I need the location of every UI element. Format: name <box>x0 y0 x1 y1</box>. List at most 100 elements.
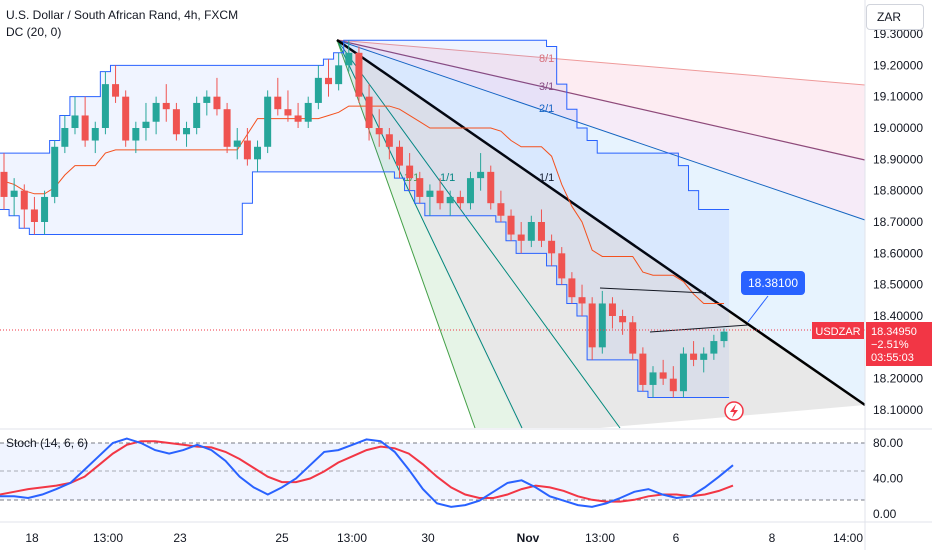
stoch-tick-label: 80.00 <box>873 436 903 450</box>
trendline-upper[interactable] <box>599 287 707 294</box>
candle <box>30 196 38 235</box>
last-price-value: 18.34950 <box>871 326 917 338</box>
indicator-label[interactable]: DC (20, 0) <box>6 25 62 39</box>
candle <box>690 341 698 367</box>
symbol-tag: USDZAR <box>812 322 864 339</box>
x-tick-label: 13:00 <box>585 531 615 545</box>
x-axis-ticks: 18 13:00 23 25 13:00 30 Nov 13:00 6 8 14:00 <box>25 531 863 545</box>
candle <box>152 96 160 135</box>
candle <box>406 153 414 191</box>
x-tick-label: 13:00 <box>337 531 367 545</box>
candle <box>375 109 383 147</box>
candle <box>416 171 424 204</box>
candle <box>679 347 687 398</box>
y-tick-label: 19.20000 <box>873 58 923 72</box>
y-tick-label: 19.30000 <box>873 27 923 41</box>
candle <box>548 234 556 266</box>
candle <box>294 102 302 128</box>
candle <box>41 190 49 235</box>
candle <box>112 65 120 103</box>
stoch-tick-label: 40.00 <box>873 472 903 486</box>
candle <box>558 247 566 285</box>
candle <box>91 121 99 154</box>
stoch-tick-label: 0.00 <box>873 507 897 521</box>
candle <box>710 334 718 360</box>
donchian-upper <box>0 39 730 210</box>
candle <box>314 65 322 110</box>
x-tick-label: 30 <box>421 531 435 545</box>
x-tick-label: 8 <box>769 531 776 545</box>
symbol-tag-text: USDZAR <box>815 326 860 338</box>
chart-title[interactable]: U.S. Dollar / South African Rand, 4h, FX… <box>6 8 239 22</box>
x-tick-label: 18 <box>25 531 39 545</box>
candle <box>477 153 485 191</box>
candle <box>51 140 59 204</box>
fan-lines <box>336 38 866 429</box>
candle <box>101 71 109 135</box>
y-tick-label: 18.20000 <box>873 372 923 386</box>
donchian-middle <box>3 105 724 304</box>
candle <box>568 272 576 304</box>
x-tick-label: 14:00 <box>833 531 863 545</box>
candle <box>335 52 343 91</box>
candle <box>395 140 403 179</box>
y-tick-label: 19.10000 <box>873 90 923 104</box>
y-axis-ticks: 19.30000 19.20000 19.10000 19.00000 18.90000… <box>873 27 923 417</box>
candle <box>233 128 241 160</box>
candle <box>172 102 180 141</box>
candle <box>325 59 333 97</box>
currency-button[interactable]: ZAR <box>866 4 924 30</box>
y-tick-label: 18.10000 <box>873 403 923 417</box>
y-tick-label: 18.80000 <box>873 184 923 198</box>
candle <box>456 190 464 210</box>
candle <box>527 215 535 248</box>
candle <box>355 46 363 103</box>
lightning-icon[interactable] <box>724 401 744 421</box>
candle <box>598 290 606 354</box>
candle <box>122 90 130 147</box>
candle <box>466 171 474 210</box>
candle <box>497 190 505 222</box>
candle <box>365 84 373 141</box>
candles <box>0 40 728 398</box>
stoch-title[interactable]: Stoch (14, 6, 6) <box>6 436 88 450</box>
fan-label: 1/1 <box>539 172 554 184</box>
candle <box>517 222 525 254</box>
y-tick-label: 18.90000 <box>873 152 923 166</box>
candle <box>81 96 89 147</box>
candle <box>588 297 596 360</box>
candle <box>629 316 637 360</box>
candle <box>639 347 647 392</box>
candle <box>0 153 8 210</box>
candle <box>264 90 272 154</box>
candle <box>71 96 79 135</box>
candle <box>578 284 586 316</box>
last-price-countdown: 03:55:03 <box>871 352 914 364</box>
candle <box>537 209 545 248</box>
candle <box>507 209 515 241</box>
fan-label: 8/1 <box>539 53 554 65</box>
y-tick-label: 18.50000 <box>873 278 923 292</box>
candle <box>254 140 262 172</box>
callout-text: 18.38100 <box>748 276 798 290</box>
fan-labels: 8/13/12/11/11/11/1 <box>404 53 554 184</box>
candle <box>720 328 728 348</box>
candle <box>345 40 353 72</box>
candle <box>304 96 312 128</box>
candle <box>608 297 616 329</box>
x-tick-label: Nov <box>517 531 540 545</box>
candle <box>487 165 495 210</box>
candle <box>274 77 282 116</box>
candle <box>649 366 657 398</box>
candle <box>243 128 251 166</box>
trendline-lower[interactable] <box>649 324 749 333</box>
candle <box>284 90 292 122</box>
price-callout[interactable]: 18.38100 <box>741 271 805 323</box>
candle <box>223 102 231 154</box>
last-price-change: −2.51% <box>871 339 909 351</box>
candle <box>700 347 708 373</box>
candle <box>20 184 28 229</box>
stoch-axis-ticks: 80.00 40.00 0.00 <box>873 436 903 521</box>
x-tick-label: 25 <box>275 531 289 545</box>
